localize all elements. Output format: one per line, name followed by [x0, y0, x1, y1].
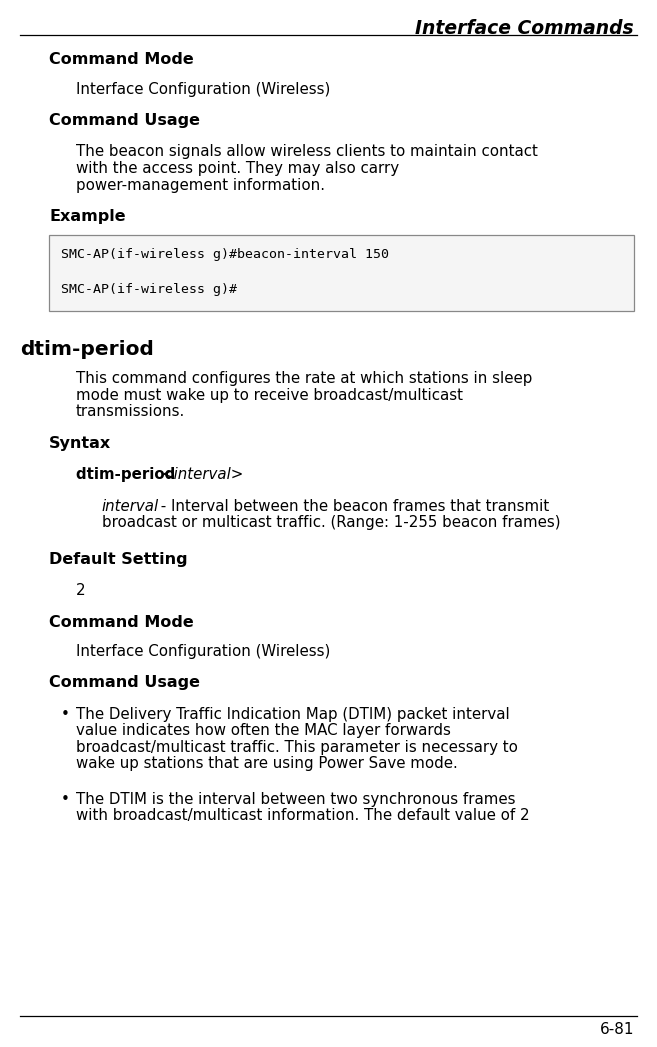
- Text: Default Setting: Default Setting: [49, 552, 188, 566]
- Text: broadcast or multicast traffic. (Range: 1-255 beacon frames): broadcast or multicast traffic. (Range: …: [102, 515, 560, 530]
- Text: Command Mode: Command Mode: [49, 615, 194, 629]
- Text: broadcast/multicast traffic. This parameter is necessary to: broadcast/multicast traffic. This parame…: [76, 740, 518, 755]
- Text: power-management information.: power-management information.: [76, 178, 325, 193]
- Text: The Delivery Traffic Indication Map (DTIM) packet interval: The Delivery Traffic Indication Map (DTI…: [76, 707, 509, 721]
- Text: Interface Configuration (Wireless): Interface Configuration (Wireless): [76, 644, 330, 659]
- Text: Interface Commands: Interface Commands: [415, 19, 634, 38]
- Text: SMC-AP(if-wireless g)#: SMC-AP(if-wireless g)#: [61, 284, 237, 296]
- Text: Command Mode: Command Mode: [49, 52, 194, 67]
- Text: SMC-AP(if-wireless g)#beacon-interval 150: SMC-AP(if-wireless g)#beacon-interval 15…: [61, 248, 389, 261]
- Text: The beacon signals allow wireless clients to maintain contact: The beacon signals allow wireless client…: [76, 144, 537, 159]
- Text: wake up stations that are using Power Save mode.: wake up stations that are using Power Sa…: [76, 756, 457, 772]
- Text: 2: 2: [76, 583, 85, 598]
- Text: transmissions.: transmissions.: [76, 404, 185, 420]
- Text: value indicates how often the MAC layer forwards: value indicates how often the MAC layer …: [76, 723, 451, 738]
- Text: <interval>: <interval>: [161, 467, 243, 483]
- Text: Command Usage: Command Usage: [49, 675, 200, 690]
- Text: dtim-period: dtim-period: [76, 467, 180, 483]
- Text: 6-81: 6-81: [599, 1022, 634, 1037]
- Text: dtim-period: dtim-period: [20, 340, 154, 359]
- Text: interval: interval: [102, 498, 159, 514]
- Text: - Interval between the beacon frames that transmit: - Interval between the beacon frames tha…: [156, 498, 549, 514]
- Text: Interface Configuration (Wireless): Interface Configuration (Wireless): [76, 82, 330, 96]
- Text: with the access point. They may also carry: with the access point. They may also car…: [76, 161, 399, 176]
- Text: The DTIM is the interval between two synchronous frames: The DTIM is the interval between two syn…: [76, 792, 515, 807]
- Text: Command Usage: Command Usage: [49, 113, 200, 128]
- Text: •: •: [61, 707, 70, 721]
- FancyBboxPatch shape: [49, 236, 634, 311]
- Text: This command configures the rate at which stations in sleep: This command configures the rate at whic…: [76, 372, 532, 386]
- Text: Syntax: Syntax: [49, 436, 112, 451]
- Text: with broadcast/multicast information. The default value of 2: with broadcast/multicast information. Th…: [76, 808, 529, 823]
- Text: mode must wake up to receive broadcast/multicast: mode must wake up to receive broadcast/m…: [76, 387, 463, 403]
- Text: Example: Example: [49, 209, 126, 224]
- Text: •: •: [61, 792, 70, 807]
